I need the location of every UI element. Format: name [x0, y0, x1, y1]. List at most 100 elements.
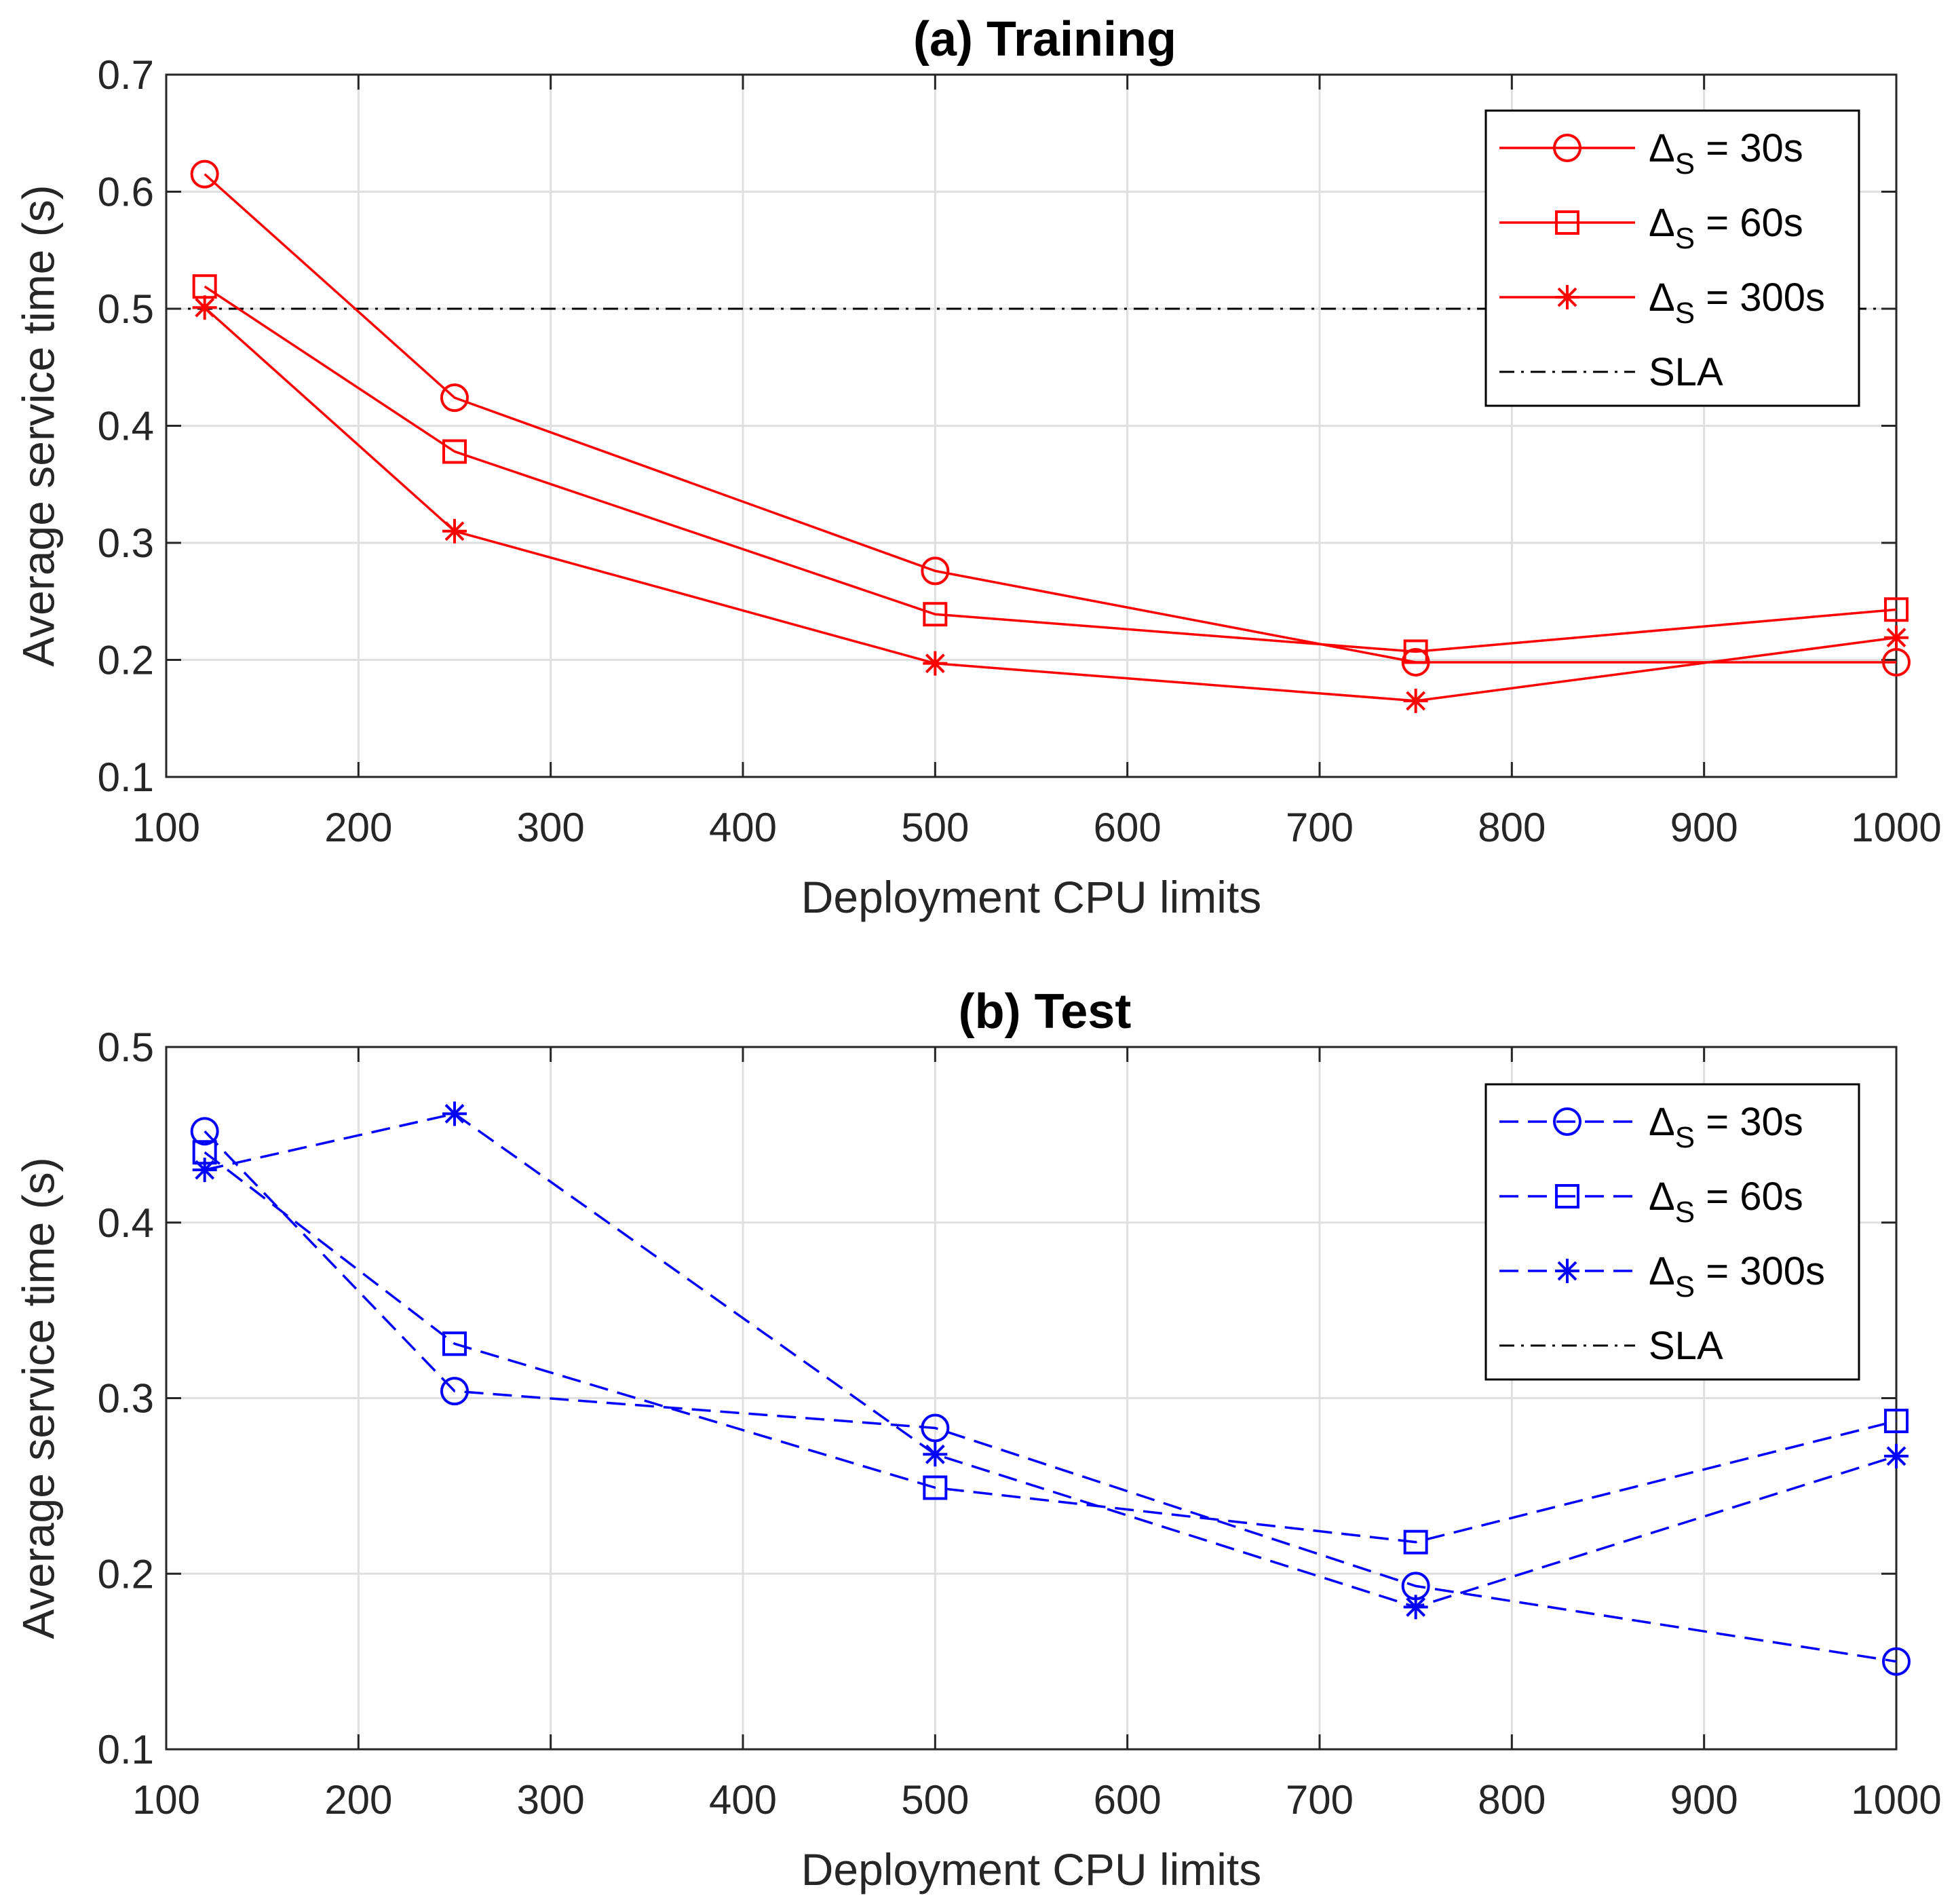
legend-label: ΔS = 300s: [1649, 1249, 1825, 1303]
data-point: [1884, 1443, 1909, 1468]
legend-box: [1484, 1083, 1860, 1381]
y-tick-label: 0.1: [98, 755, 154, 800]
legend: ΔS = 30s ΔS = 60s ΔS = 300s SLA: [1484, 109, 1860, 407]
axes: 100 200 300 400 500 600 700 800 900 1000 0.1 0.2 0.3…: [98, 1025, 1942, 1823]
y-tick-label: 0.4: [98, 404, 154, 449]
x-tick-label: 200: [324, 805, 392, 850]
data-point: [442, 1101, 467, 1126]
x-tick-label: 700: [1286, 805, 1354, 850]
legend-marker: [1555, 1259, 1579, 1283]
x-tick-label: 300: [517, 1777, 585, 1823]
legend-marker: [1553, 1107, 1581, 1136]
series-line: [204, 285, 1897, 653]
data-point: [923, 1442, 948, 1467]
data-point: [1884, 625, 1909, 650]
legend-entry-sla: SLA: [1499, 1324, 1723, 1368]
legend-entry: ΔS = 300s: [1499, 1249, 1825, 1303]
data-point: [923, 651, 948, 676]
data-point: [192, 295, 217, 320]
y-tick-label: 0.3: [98, 520, 154, 566]
data-point: [190, 1117, 219, 1146]
data-point: [440, 1377, 469, 1406]
x-tick-label: 900: [1670, 1777, 1738, 1823]
legend-entry: ΔS = 300s: [1499, 275, 1825, 330]
data-point: [921, 556, 950, 586]
data-point: [1884, 597, 1909, 622]
x-tick-label: 800: [1478, 1777, 1546, 1823]
y-tick-label: 0.5: [98, 286, 154, 332]
series-star: [192, 1101, 1909, 1620]
y-tick-label: 0.2: [98, 638, 154, 683]
data-point: [921, 1413, 950, 1443]
legend-entry: ΔS = 60s: [1499, 201, 1803, 255]
y-tick-label: 0.3: [98, 1376, 154, 1422]
data-point: [442, 439, 467, 464]
y-axis-label: Average service time (s): [13, 185, 63, 666]
chart-title: (a) Training: [913, 12, 1176, 66]
data-point: [442, 1331, 467, 1356]
legend-marker: [1553, 134, 1581, 162]
x-axis-label: Deployment CPU limits: [801, 1844, 1262, 1895]
legend-marker: [1555, 210, 1579, 235]
data-point: [1403, 639, 1428, 664]
data-point: [192, 1158, 217, 1183]
legend-label: ΔS = 300s: [1649, 275, 1825, 330]
data-point: [1403, 1595, 1428, 1620]
legend-entry: ΔS = 60s: [1499, 1175, 1803, 1229]
data-point: [442, 518, 467, 544]
x-tick-label: 900: [1670, 805, 1738, 850]
x-tick-label: 1000: [1851, 805, 1941, 850]
series-circle: [190, 1117, 1911, 1676]
series-star: [192, 295, 1909, 713]
chart-title: (b) Test: [959, 985, 1132, 1039]
data-point: [923, 1475, 948, 1500]
legend-label: SLA: [1649, 350, 1723, 394]
x-tick-label: 1000: [1851, 1777, 1941, 1823]
x-tick-label: 100: [132, 1777, 200, 1823]
data-point: [1884, 1409, 1909, 1434]
data-point: [440, 383, 469, 413]
data-point: [1403, 688, 1428, 713]
x-tick-label: 700: [1286, 1777, 1354, 1823]
x-tick-label: 400: [709, 1777, 777, 1823]
y-axis-label: Average service time (s): [13, 1157, 63, 1639]
series-line: [204, 173, 1896, 664]
legend-label: ΔS = 30s: [1649, 126, 1803, 180]
legend-label: ΔS = 60s: [1649, 1175, 1803, 1229]
y-tick-label: 0.2: [98, 1551, 154, 1597]
y-tick-label: 0.6: [98, 170, 154, 215]
legend-entry-sla: SLA: [1499, 350, 1723, 394]
legend-label: SLA: [1649, 1324, 1723, 1368]
series-circle: [190, 159, 1911, 677]
legend-box: [1484, 109, 1860, 407]
legend: ΔS = 30s ΔS = 60s ΔS = 300s SLA: [1484, 1083, 1860, 1381]
x-tick-label: 400: [709, 805, 777, 850]
x-tick-label: 300: [517, 805, 585, 850]
x-axis-label: Deployment CPU limits: [801, 872, 1262, 922]
x-tick-label: 500: [901, 1777, 969, 1823]
legend-entry: ΔS = 30s: [1499, 126, 1803, 180]
legend-marker: [1555, 1184, 1579, 1208]
series-line: [204, 1130, 1897, 1663]
data-point: [1882, 1647, 1911, 1676]
data-point: [923, 602, 948, 627]
legend-label: ΔS = 30s: [1649, 1100, 1803, 1154]
y-tick-label: 0.1: [98, 1727, 154, 1772]
data-point: [190, 159, 219, 189]
x-tick-label: 600: [1094, 1777, 1162, 1823]
x-tick-label: 600: [1094, 805, 1162, 850]
y-tick-label: 0.4: [98, 1200, 154, 1246]
legend-label: ΔS = 60s: [1649, 201, 1803, 255]
y-tick-label: 0.7: [98, 52, 154, 98]
x-tick-label: 800: [1478, 805, 1546, 850]
data-point: [1403, 1529, 1428, 1555]
legend-entry: ΔS = 30s: [1499, 1100, 1803, 1154]
axes: 100 200 300 400 500 600 700 800 900 1000 0.1 0.2 0.3…: [98, 52, 1942, 850]
chart-panel-training: 100 200 300 400 500 600 700 800 900 1000 0.1 0.2 0.3…: [13, 12, 1941, 922]
series-line: [204, 1151, 1897, 1544]
y-tick-label: 0.5: [98, 1025, 154, 1070]
chart-panel-test: 100 200 300 400 500 600 700 800 900 1000 0.1 0.2 0.3…: [13, 985, 1941, 1895]
data-point: [1401, 647, 1430, 677]
legend-marker: [1555, 285, 1579, 309]
